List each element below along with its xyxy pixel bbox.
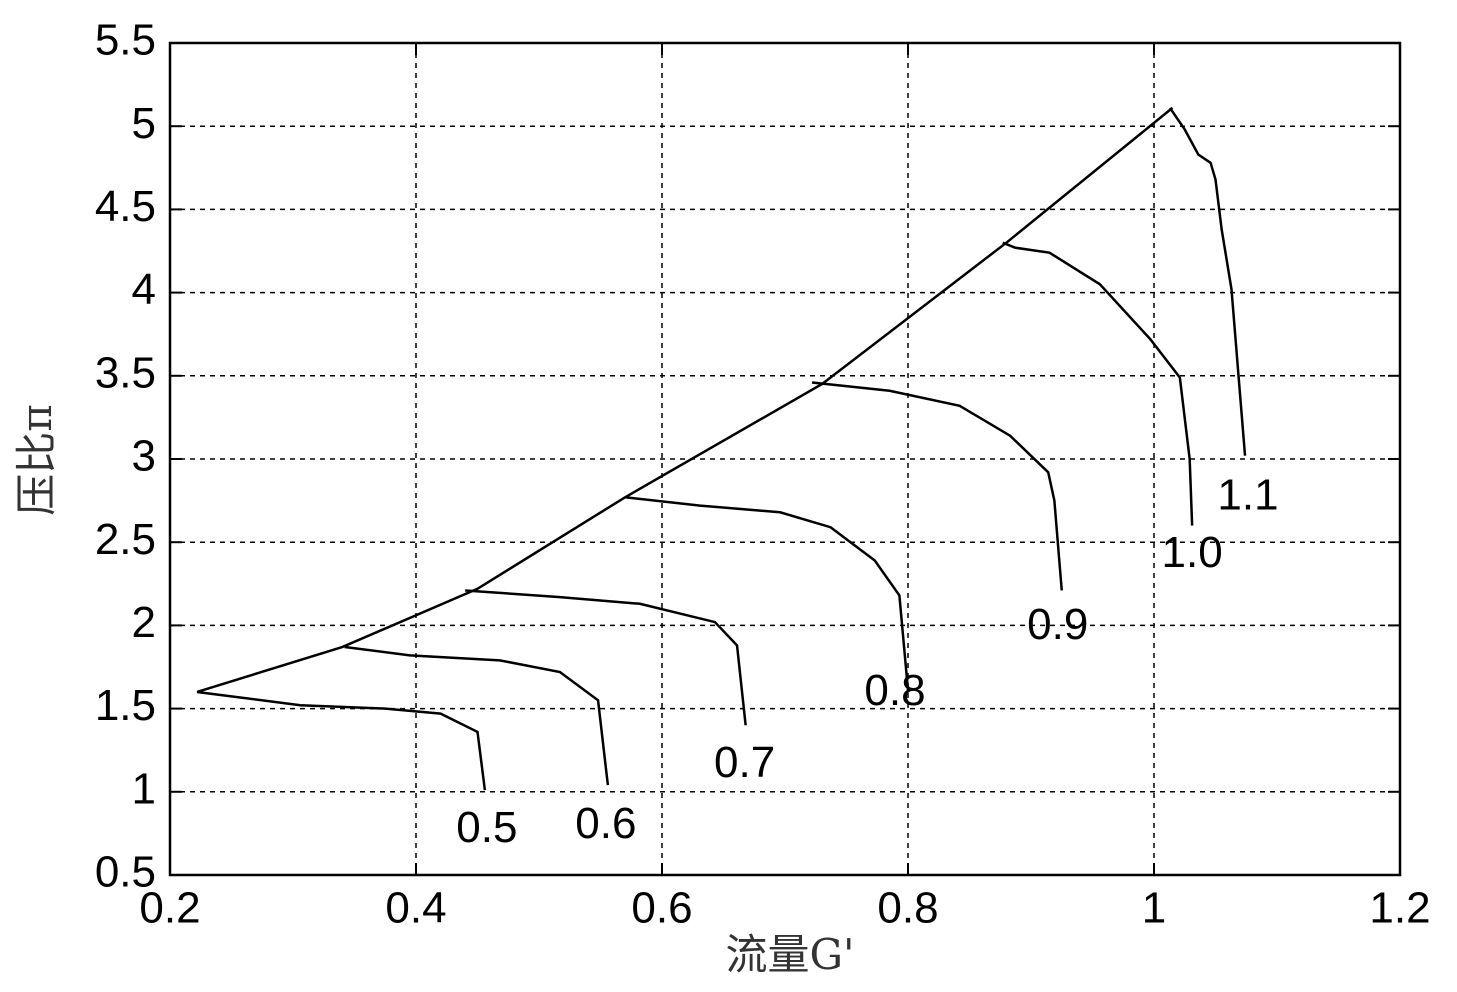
line-series: [811, 381, 1063, 591]
x-tick-label: 0.6: [631, 884, 692, 933]
y-tick-label: 1: [132, 764, 156, 813]
line-series: [465, 589, 747, 726]
series-label: 0.9: [1027, 600, 1088, 649]
series-label: 0.6: [575, 799, 636, 848]
x-axis-label: 流量G': [725, 930, 854, 979]
series-label: 0.7: [714, 738, 775, 787]
line-series: [196, 690, 487, 791]
y-tick-label: 4: [132, 265, 156, 314]
series-label: 1.0: [1162, 528, 1223, 577]
y-tick-label: 4.5: [95, 182, 156, 231]
x-tick-label: 0.8: [877, 884, 938, 933]
line-series: [1002, 241, 1194, 526]
series-label: 0.5: [456, 803, 517, 852]
x-tick-label: 1: [1142, 884, 1166, 933]
x-tick-label: 0.4: [385, 884, 446, 933]
y-tick-label: 5: [132, 99, 156, 148]
y-tick-label: 3: [132, 432, 156, 481]
x-tick-label: 0.2: [139, 884, 200, 933]
plot-frame: [168, 41, 1402, 877]
y-tick-label: 5.5: [95, 16, 156, 65]
y-tick-label: 2.5: [95, 515, 156, 564]
line-series: [1168, 107, 1247, 456]
line-series: [196, 106, 1174, 694]
y-axis-label: 压比π: [12, 404, 61, 516]
y-tick-label: 3.5: [95, 348, 156, 397]
y-tick-label: 2: [132, 598, 156, 647]
series-label: 0.8: [864, 666, 925, 715]
y-tick-label: 0.5: [95, 848, 156, 897]
line-series: [624, 496, 910, 691]
line-series: [344, 645, 610, 786]
y-tick-label: 1.5: [95, 681, 156, 730]
series-label: 1.1: [1217, 470, 1278, 519]
x-tick-label: 1.2: [1369, 884, 1430, 933]
